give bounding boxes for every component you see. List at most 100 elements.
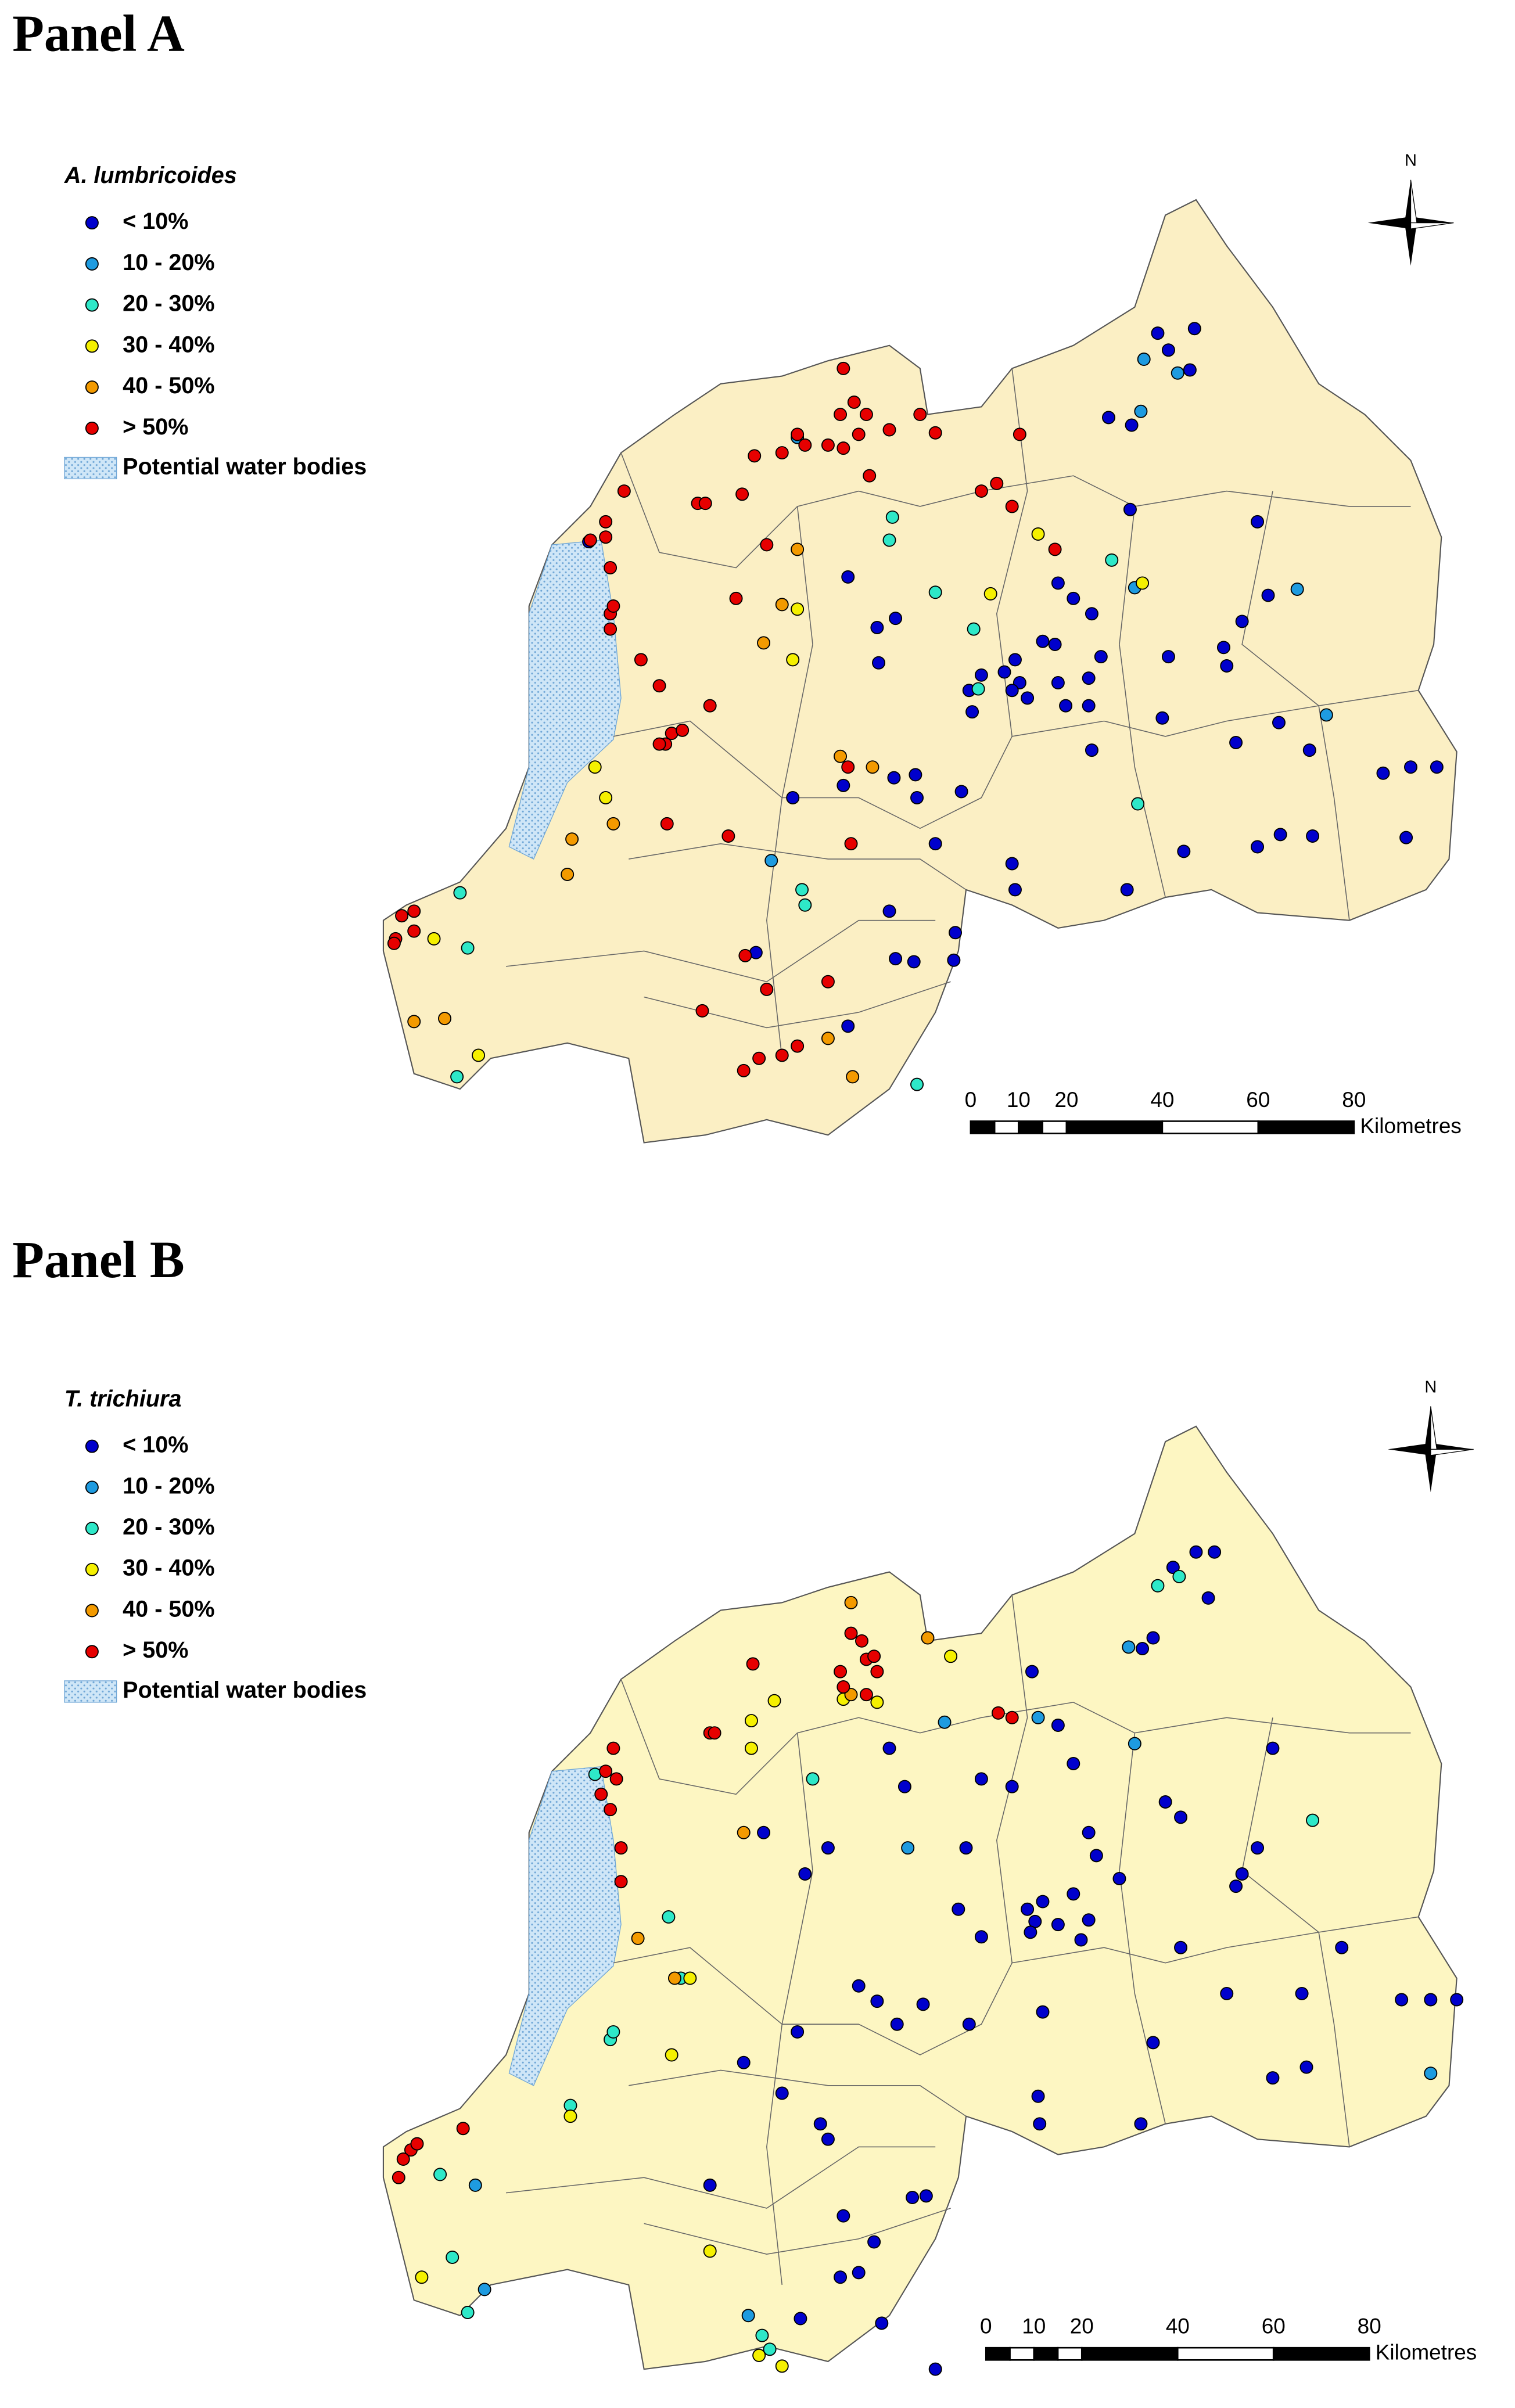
survey-site xyxy=(1082,671,1096,685)
survey-site xyxy=(821,975,835,989)
country-outline xyxy=(382,1425,1457,2370)
survey-site xyxy=(606,599,620,613)
survey-site xyxy=(1166,1561,1180,1575)
scale-label: 0 xyxy=(980,2314,992,2338)
survey-site xyxy=(1319,708,1333,722)
survey-site xyxy=(870,620,884,634)
survey-site xyxy=(427,932,441,946)
scale-segment xyxy=(1009,2346,1035,2361)
scale-label: 80 xyxy=(1358,2314,1381,2338)
survey-site xyxy=(599,791,613,804)
survey-site xyxy=(921,1631,935,1645)
survey-site xyxy=(882,423,896,437)
survey-site xyxy=(775,598,789,612)
survey-site xyxy=(415,2270,429,2284)
survey-site xyxy=(708,1726,721,1740)
survey-site xyxy=(990,476,1004,490)
survey-site xyxy=(837,441,850,455)
survey-site xyxy=(1125,418,1139,432)
survey-site xyxy=(456,2122,470,2136)
legend-title: A. lumbricoides xyxy=(64,163,237,188)
survey-site xyxy=(974,1772,988,1786)
survey-site xyxy=(1183,363,1197,377)
survey-site xyxy=(841,570,855,584)
survey-site xyxy=(867,2235,881,2249)
survey-site xyxy=(1134,404,1148,418)
survey-site xyxy=(606,817,620,831)
survey-site xyxy=(1235,614,1249,628)
survey-site xyxy=(910,791,924,804)
survey-site xyxy=(1059,699,1073,713)
scale-label: 40 xyxy=(1150,1088,1174,1112)
scale-segment xyxy=(1272,2346,1370,2361)
survey-site xyxy=(806,1772,820,1786)
district-border xyxy=(613,689,1419,829)
survey-site xyxy=(1137,353,1151,366)
survey-site xyxy=(1424,1993,1438,2007)
survey-site xyxy=(928,585,942,599)
survey-site xyxy=(882,904,896,918)
survey-site xyxy=(887,771,901,785)
survey-site xyxy=(1177,844,1191,858)
survey-site xyxy=(1005,499,1019,513)
district-border xyxy=(1119,1733,1166,2124)
legend-swatch xyxy=(85,1562,99,1576)
survey-site xyxy=(889,612,903,626)
survey-site xyxy=(1036,634,1050,648)
legend-title: T. trichiura xyxy=(64,1386,182,1411)
scale-segment xyxy=(993,1120,1019,1134)
survey-site xyxy=(604,1803,618,1817)
survey-site xyxy=(1051,676,1065,689)
survey-site xyxy=(1251,1841,1265,1855)
survey-site xyxy=(1306,1813,1320,1827)
survey-site xyxy=(735,487,749,501)
survey-site xyxy=(737,1825,751,1839)
survey-site xyxy=(1266,2071,1280,2085)
legend-swatch xyxy=(85,298,99,312)
survey-site xyxy=(870,1695,884,1709)
survey-site xyxy=(1031,527,1045,541)
legend-label: Potential water bodies xyxy=(123,454,367,479)
survey-site xyxy=(1005,857,1019,871)
survey-site xyxy=(1031,1710,1045,1724)
survey-site xyxy=(844,1626,858,1640)
survey-site xyxy=(1102,411,1115,425)
district-border xyxy=(644,2208,951,2255)
scale-label: 80 xyxy=(1342,1088,1366,1112)
survey-site xyxy=(795,883,809,897)
district-border xyxy=(620,1679,1411,1795)
legend-water-swatch xyxy=(64,1680,117,1703)
survey-site xyxy=(438,1012,451,1026)
survey-site xyxy=(446,2250,459,2264)
district-border xyxy=(629,2069,967,2117)
survey-site xyxy=(1123,502,1137,516)
survey-site xyxy=(867,1649,881,1663)
survey-site xyxy=(859,1688,873,1702)
survey-site xyxy=(791,2025,805,2039)
survey-site xyxy=(698,497,712,511)
survey-site xyxy=(1399,831,1413,844)
survey-site xyxy=(1302,743,1316,757)
survey-site xyxy=(1174,1940,1188,1954)
survey-site xyxy=(729,591,743,605)
legend-label: > 50% xyxy=(123,414,188,440)
survey-site xyxy=(634,653,648,667)
survey-site xyxy=(748,449,762,463)
district-border xyxy=(1241,1717,1350,2147)
survey-site xyxy=(1450,1993,1464,2007)
survey-site xyxy=(1112,1871,1126,1885)
scale-segment xyxy=(1161,1120,1259,1134)
district-border xyxy=(766,506,813,1059)
country-outline xyxy=(382,199,1457,1144)
survey-site xyxy=(1008,883,1022,897)
legend-swatch xyxy=(85,1522,99,1536)
survey-site xyxy=(1430,760,1444,774)
survey-site xyxy=(767,1694,781,1708)
survey-site xyxy=(1008,653,1022,667)
survey-site xyxy=(1174,1810,1188,1824)
scale-segment xyxy=(1176,2346,1275,2361)
survey-site xyxy=(1229,1879,1243,1893)
survey-site xyxy=(407,1015,421,1029)
survey-site xyxy=(461,941,475,955)
survey-site xyxy=(721,829,735,843)
